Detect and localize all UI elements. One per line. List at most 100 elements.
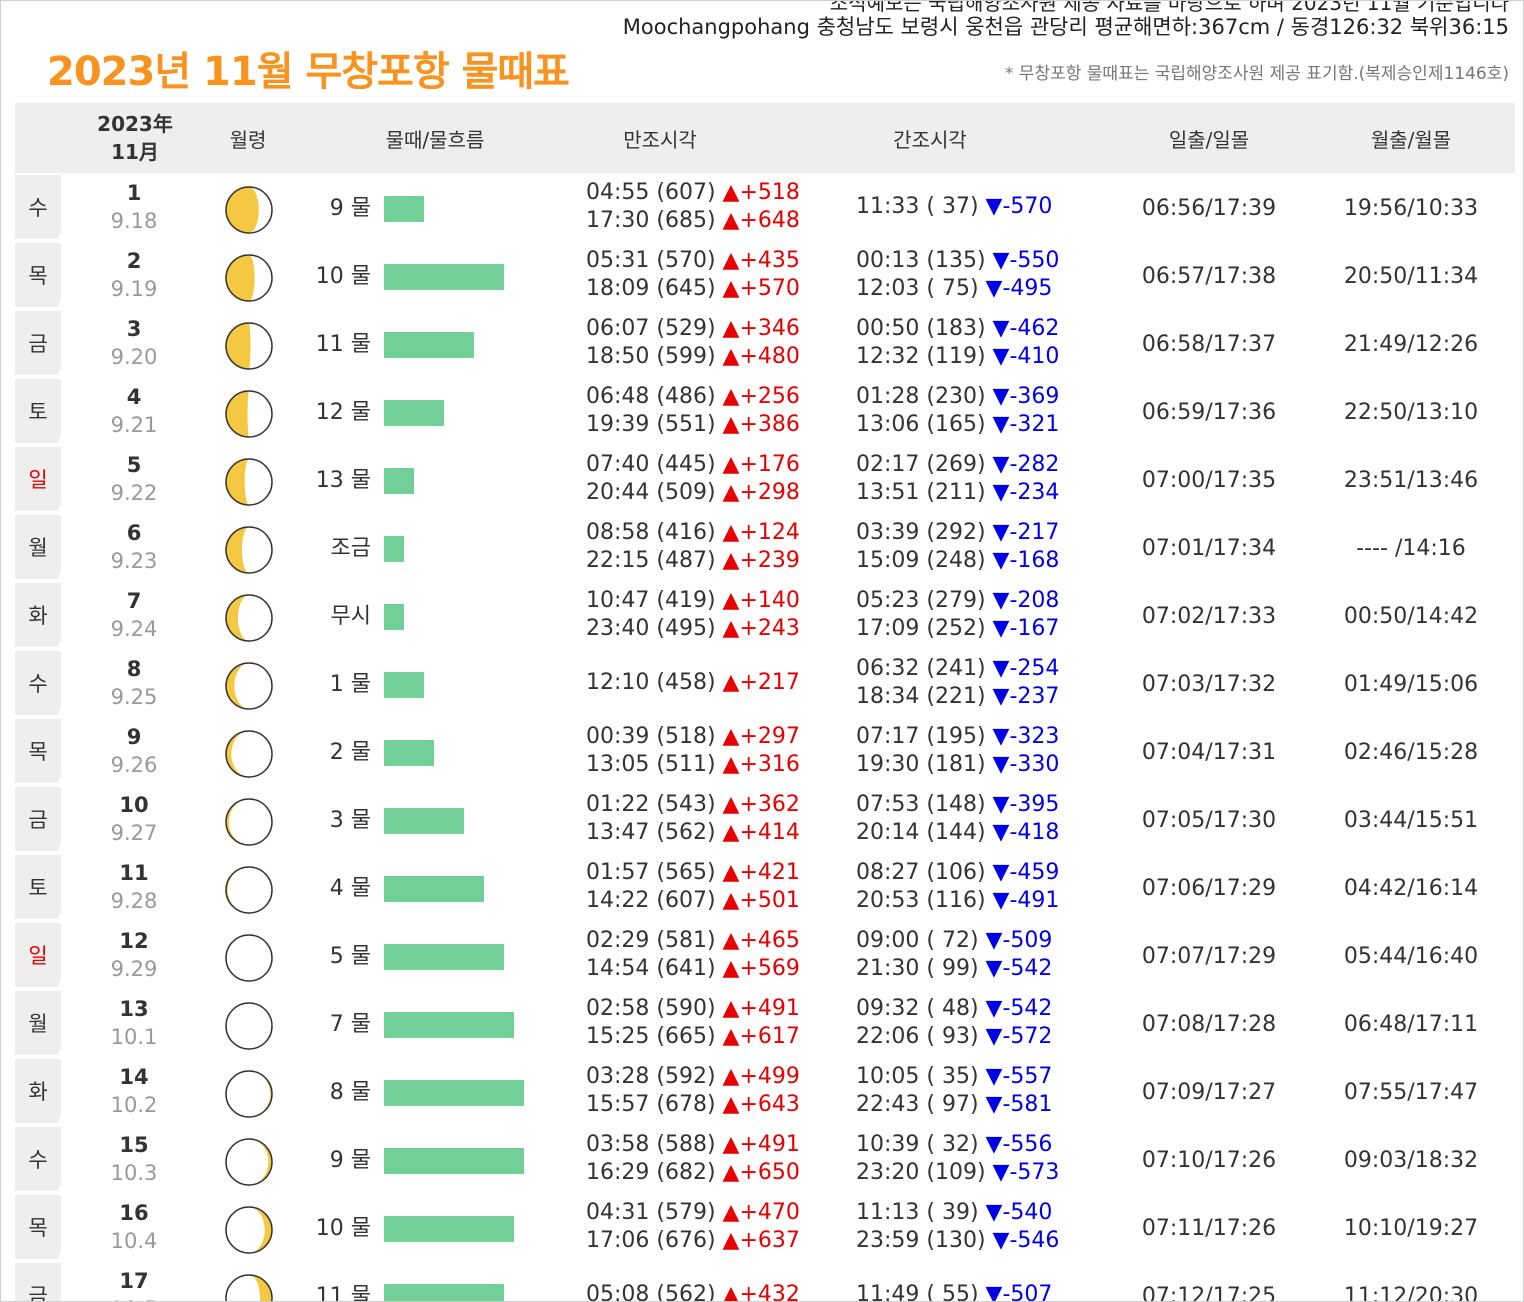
low-tide-times: 01:28 (230) ▼-369 13:06 (165) ▼-321 [856,383,1059,439]
table-row: 금 17 10.5 11 물 05:08 (562) ▲+432 11:49 ( 55) … [15,1263,1515,1302]
low-tide-time: 07:53 (148) [856,792,993,817]
high-tide-diff: ▲+421 [722,860,800,885]
lunar-date: 10.3 [110,1161,158,1185]
tide-name: 11 물 [315,332,371,357]
low-tide-time: 01:28 (230) [856,384,993,409]
low-tide-times: 11:33 ( 37) ▼-570 [856,193,1052,221]
low-tide-diff: ▼-491 [992,888,1060,913]
low-tide-diff: ▼-573 [992,1160,1060,1185]
moonrise-moonset: 11:12/20:30 [1343,1284,1479,1302]
high-tide-time: 17:06 (676) [586,1228,723,1253]
moon-phase [224,1205,274,1255]
table-row: 금 10 9.27 3 물 01:22 (543) ▲+362 13:47 (562) ▲… [15,787,1515,855]
tide-flow-bar [384,672,424,698]
low-tide-diff: ▼-321 [992,412,1060,437]
high-tide-times: 04:55 (607) ▲+518 17:30 (685) ▲+648 [586,179,800,235]
day-number: 12 [119,929,149,953]
moon-phase [224,593,274,643]
high-tide-time: 19:39 (551) [586,412,723,437]
day-of-week: 목 [15,1195,61,1259]
low-tide-times: 11:13 ( 39) ▼-540 23:59 (130) ▼-546 [856,1199,1059,1255]
day-number: 15 [119,1133,149,1157]
day-number: 10 [119,793,149,817]
lunar-date: 9.24 [110,617,158,641]
tide-name: 7 물 [329,1012,371,1037]
table-row: 화 7 9.24 무시 10:47 (419) ▲+140 23:40 (495) ▲+2… [15,583,1515,651]
tide-name: 무시 [330,604,371,629]
moon-phase-icon [225,254,273,302]
moon-phase-icon [225,390,273,438]
header-date: 2023年 11月 [85,103,185,173]
tide-flow-bar [384,536,404,562]
high-tide-times: 01:22 (543) ▲+362 13:47 (562) ▲+414 [586,791,800,847]
high-tide-time: 15:57 (678) [586,1092,723,1117]
high-tide-diff: ▲+470 [722,1200,800,1225]
sunrise-sunset: 07:12/17:25 [1141,1284,1277,1302]
high-tide-entry: 10:47 (419) ▲+140 [586,587,800,615]
low-tide-entry: 01:28 (230) ▼-369 [856,383,1059,411]
header-low-tide: 간조시각 [893,127,967,152]
tide-name: 13 물 [315,468,371,493]
tide-name: 2 물 [329,740,371,765]
high-tide-entry: 14:22 (607) ▲+501 [586,887,800,915]
high-tide-diff: ▲+637 [722,1228,800,1253]
tide-flow-bar [384,400,444,426]
low-tide-time: 20:14 (144) [856,820,993,845]
low-tide-time: 05:23 (279) [856,588,993,613]
lunar-date: 9.28 [110,889,158,913]
lunar-date: 10.2 [110,1093,158,1117]
high-tide-time: 13:47 (562) [586,820,723,845]
low-tide-times: 00:13 (135) ▼-550 12:03 ( 75) ▼-495 [856,247,1059,303]
moonrise-moonset: 03:44/15:51 [1343,808,1479,833]
moon-phase-icon [225,798,273,846]
high-tide-time: 06:07 (529) [586,316,723,341]
tide-name: 5 물 [329,944,371,969]
low-tide-entry: 00:13 (135) ▼-550 [856,247,1059,275]
low-tide-diff: ▼-540 [985,1200,1053,1225]
tide-flow-bar [384,468,414,494]
low-tide-entry: 02:17 (269) ▼-282 [856,451,1059,479]
moonrise-moonset: 01:49/15:06 [1343,672,1479,697]
low-tide-times: 09:32 ( 48) ▼-542 22:06 ( 93) ▼-572 [856,995,1052,1051]
low-tide-time: 22:06 ( 93) [856,1024,986,1049]
day-of-week: 목 [15,719,61,783]
low-tide-entry: 17:09 (252) ▼-167 [856,615,1059,643]
low-tide-diff: ▼-410 [992,344,1060,369]
tide-flow-bar [384,196,424,222]
top-note: 조석예보는 국립해양조사원 제공 자료를 바탕으로 하며 2023년 11월 기… [829,0,1509,15]
lunar-date: 10.4 [110,1229,158,1253]
low-tide-entry: 06:32 (241) ▼-254 [856,655,1059,683]
low-tide-diff: ▼-572 [985,1024,1053,1049]
day-number: 3 [126,317,142,341]
lunar-date: 9.27 [110,821,158,845]
low-tide-times: 03:39 (292) ▼-217 15:09 (248) ▼-168 [856,519,1059,575]
high-tide-diff: ▲+316 [722,752,800,777]
day-of-week: 토 [15,855,61,919]
low-tide-time: 08:27 (106) [856,860,993,885]
high-tide-diff: ▲+124 [722,520,800,545]
high-tide-entry: 22:15 (487) ▲+239 [586,547,800,575]
day-of-week: 수 [15,651,61,715]
day-of-week: 수 [15,1127,61,1191]
low-tide-times: 07:53 (148) ▼-395 20:14 (144) ▼-418 [856,791,1059,847]
lunar-date: 9.23 [110,549,158,573]
moon-phase-icon [225,1138,273,1186]
high-tide-entry: 23:40 (495) ▲+243 [586,615,800,643]
moon-phase-icon [225,1070,273,1118]
low-tide-times: 10:39 ( 32) ▼-556 23:20 (109) ▼-573 [856,1131,1059,1187]
high-tide-entry: 19:39 (551) ▲+386 [586,411,800,439]
moonrise-moonset: 07:55/17:47 [1343,1080,1479,1105]
low-tide-diff: ▼-323 [992,724,1060,749]
high-tide-diff: ▲+569 [722,956,800,981]
moon-phase [224,389,274,439]
moonrise-moonset: 05:44/16:40 [1343,944,1479,969]
header-month: 11月 [111,140,159,164]
high-tide-diff: ▲+140 [722,588,800,613]
day-number: 5 [126,453,142,477]
table-header: 2023年 11月 월령 물때/물흐름 만조시각 간조시각 일출/일몰 월출/월… [15,103,1515,173]
day-number: 8 [126,657,142,681]
low-tide-entry: 13:51 (211) ▼-234 [856,479,1059,507]
low-tide-time: 02:17 (269) [856,452,993,477]
sunrise-sunset: 07:00/17:35 [1141,468,1277,493]
day-of-week: 화 [15,583,61,647]
